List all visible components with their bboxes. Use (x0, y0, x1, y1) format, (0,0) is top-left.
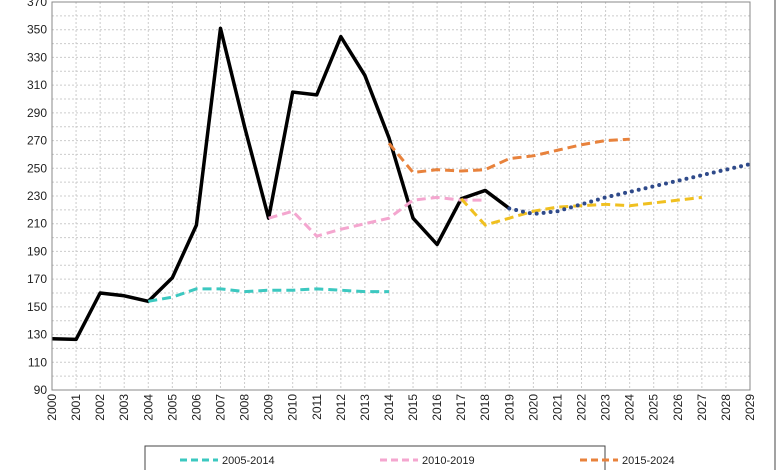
y-tick-label: 230 (27, 189, 47, 203)
y-tick-label: 350 (27, 23, 47, 37)
x-tick-label: 2015 (406, 394, 420, 421)
y-axis: 90 110 130 150 170 190 210 230 250 270 290 310 330 35… (27, 0, 47, 397)
x-tick-label: 2008 (238, 394, 252, 421)
legend: 2005-2014 2010-2019 2015-2024 (144, 445, 675, 470)
legend-label: 2010-2019 (422, 455, 475, 467)
y-tick-label: 370 (27, 0, 47, 9)
y-tick-label: 290 (27, 106, 47, 120)
series-lines (51, 26, 752, 342)
series-line-4 (460, 195, 703, 227)
x-tick-label: 2005 (165, 394, 179, 421)
series-line-3 (387, 137, 630, 174)
x-tick-label: 2012 (334, 394, 348, 421)
x-tick-label: 2014 (382, 394, 396, 421)
x-tick-label: 2006 (189, 394, 203, 421)
y-tick-label: 90 (34, 383, 48, 397)
x-tick-label: 2011 (310, 394, 324, 420)
y-tick-label: 170 (27, 272, 47, 286)
x-tick-label: 2029 (743, 394, 757, 421)
x-tick-label: 2009 (262, 394, 276, 421)
x-tick-label: 2007 (213, 394, 227, 421)
y-tick-label: 190 (27, 244, 47, 258)
y-tick-label: 330 (27, 50, 47, 64)
grid (51, 1, 751, 391)
x-tick-label: 2013 (358, 394, 372, 421)
x-tick-label: 2019 (502, 394, 516, 421)
series-line-5 (507, 162, 752, 217)
y-tick-label: 130 (27, 328, 47, 342)
series-line-2 (268, 195, 486, 238)
x-tick-label: 2028 (719, 394, 733, 421)
y-tick-label: 250 (27, 161, 47, 175)
x-tick-label: 2021 (550, 394, 564, 421)
x-tick-label: 2004 (141, 394, 155, 421)
x-tick-label: 2002 (93, 394, 107, 421)
series-line-0 (51, 26, 511, 342)
y-tick-label: 270 (27, 134, 47, 148)
x-tick-label: 2020 (526, 394, 540, 421)
x-tick-label: 2027 (695, 394, 709, 421)
x-tick-label: 2003 (117, 394, 131, 421)
x-tick-label: 2024 (623, 394, 637, 421)
y-tick-label: 150 (27, 300, 47, 314)
x-tick-label: 2017 (454, 394, 468, 421)
x-tick-label: 2022 (575, 394, 589, 421)
x-tick-label: 2010 (286, 394, 300, 421)
legend-label: 2015-2024 (622, 455, 675, 467)
legend-label: 2005-2014 (222, 455, 275, 467)
y-tick-label: 310 (27, 78, 47, 92)
y-tick-label: 110 (28, 355, 47, 369)
x-tick-label: 2025 (647, 394, 661, 421)
series-line-1 (148, 287, 389, 303)
y-tick-label: 210 (27, 217, 47, 231)
x-tick-label: 2023 (599, 394, 613, 421)
x-tick-label: 2000 (45, 394, 59, 421)
x-tick-label: 2026 (671, 394, 685, 421)
x-tick-label: 2001 (69, 394, 83, 421)
x-tick-label: 2018 (478, 394, 492, 421)
plot-frame (51, 1, 751, 391)
x-axis: 2000 2001 2002 2003 2004 2005 2006 2007 2008 2009… (45, 394, 757, 421)
x-tick-label: 2016 (430, 394, 444, 421)
